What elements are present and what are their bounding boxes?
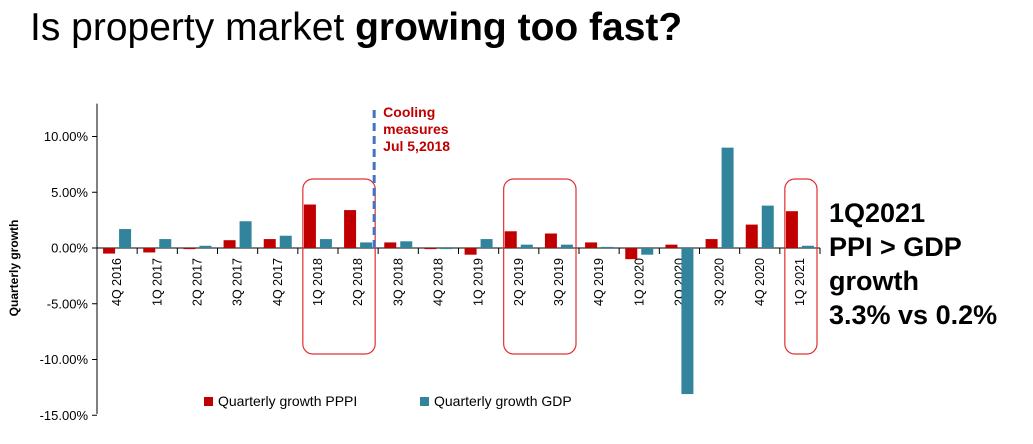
y-tick-label: -5.00% xyxy=(47,296,89,311)
title-part-regular: Is property market xyxy=(30,6,356,49)
side-note: 1Q2021 PPI > GDP growth 3.3% vs 0.2% xyxy=(829,196,997,332)
gdp-bar xyxy=(319,239,332,248)
pppi-bar xyxy=(785,211,798,248)
pppi-bar xyxy=(143,248,156,253)
x-tick-label: 2Q 2019 xyxy=(512,258,526,306)
gdp-bar xyxy=(641,248,654,255)
x-tick-label: 3Q 2017 xyxy=(231,258,245,306)
x-tick-label: 4Q 2016 xyxy=(110,258,124,306)
cooling-measures-label: Jul 5,2018 xyxy=(383,138,450,154)
x-tick-label: 2Q 2017 xyxy=(190,258,204,306)
pppi-bar xyxy=(585,242,598,248)
side-note-line-4: 3.3% vs 0.2% xyxy=(829,300,998,330)
cooling-measures-label: measures xyxy=(383,121,449,137)
y-axis-title: Quarterly growth xyxy=(7,220,21,317)
x-tick-label: 2Q 2018 xyxy=(351,258,365,306)
x-tick-label: 1Q 2017 xyxy=(150,258,164,306)
gdp-bar xyxy=(520,244,533,248)
gdp-bar xyxy=(761,205,774,248)
x-tick-label: 4Q 2020 xyxy=(753,258,767,306)
y-tick-label: 5.00% xyxy=(51,185,88,200)
legend-swatch-gdp xyxy=(420,397,429,406)
pppi-bar xyxy=(745,224,758,248)
pppi-bar xyxy=(544,233,557,248)
highlight-box xyxy=(503,178,577,355)
cooling-measures-label: Cooling xyxy=(383,104,435,120)
pppi-bar xyxy=(384,242,397,248)
legend-label-pppi: Quarterly growth PPPI xyxy=(218,393,357,409)
x-tick-label: 3Q 2020 xyxy=(713,258,727,306)
x-tick-label: 4Q 2018 xyxy=(431,258,445,306)
x-tick-label: 1Q 2018 xyxy=(311,258,325,306)
x-tick-label: 1Q 2019 xyxy=(472,258,486,306)
pppi-bar xyxy=(183,248,196,250)
pppi-bar xyxy=(344,210,357,248)
pppi-bar xyxy=(263,239,276,248)
y-tick-label: -15.00% xyxy=(40,408,89,423)
legend-swatch-pppi xyxy=(204,397,213,406)
pppi-bar xyxy=(665,244,678,248)
y-tick-label: 0.00% xyxy=(51,241,88,256)
pppi-bar xyxy=(464,248,477,255)
side-note-line-3: growth xyxy=(829,266,919,296)
x-tick-label: 3Q 2018 xyxy=(391,258,405,306)
pppi-bar xyxy=(424,248,437,250)
gdp-bar xyxy=(199,245,212,248)
gdp-bar xyxy=(601,246,614,248)
gdp-bar xyxy=(681,248,694,395)
y-tick-label: -10.00% xyxy=(40,352,89,367)
pppi-bar xyxy=(223,240,236,248)
pppi-bar xyxy=(625,248,638,260)
gdp-bar xyxy=(239,221,252,248)
gdp-bar xyxy=(480,239,493,248)
gdp-bar xyxy=(400,241,413,248)
gdp-bar xyxy=(801,245,814,248)
side-note-line-1: 1Q2021 xyxy=(829,198,926,228)
page-title: Is property market growing too fast? xyxy=(30,2,682,54)
pppi-bar xyxy=(303,204,316,248)
gdp-bar xyxy=(360,242,373,248)
gdp-bar xyxy=(560,244,573,248)
gdp-bar xyxy=(279,235,292,248)
x-tick-label: 3Q 2019 xyxy=(552,258,566,306)
side-note-line-2: PPI > GDP xyxy=(829,232,962,262)
x-tick-label: 4Q 2019 xyxy=(592,258,606,306)
title-part-bold: growing too fast? xyxy=(355,6,683,49)
y-tick-label: 10.00% xyxy=(44,129,89,144)
x-tick-label: 1Q 2021 xyxy=(793,258,807,306)
pppi-bar xyxy=(504,231,517,248)
legend-label-gdp: Quarterly growth GDP xyxy=(434,393,572,409)
gdp-bar xyxy=(159,239,172,248)
gdp-bar xyxy=(440,248,453,250)
gdp-bar xyxy=(721,147,734,248)
highlight-box xyxy=(302,178,376,355)
x-tick-label: 1Q 2020 xyxy=(632,258,646,306)
pppi-bar xyxy=(103,248,116,254)
x-tick-label: 4Q 2017 xyxy=(271,258,285,306)
highlight-box xyxy=(784,178,818,355)
gdp-bar xyxy=(119,229,132,248)
pppi-bar xyxy=(705,239,718,248)
